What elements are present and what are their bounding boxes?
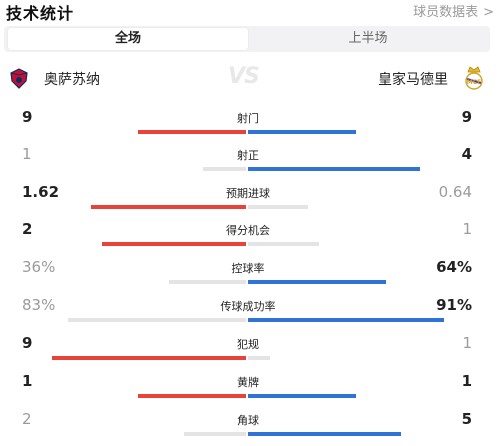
stat-label: 得分机会 xyxy=(226,224,270,237)
stat-label: 射门 xyxy=(237,112,259,125)
header: 技术统计 球员数据表 > xyxy=(0,0,500,24)
away-stat-bar xyxy=(248,242,319,246)
home-stat-value: 36% xyxy=(22,258,56,276)
stat-row: 9 射门 9 xyxy=(0,108,500,144)
home-stat-value: 2 xyxy=(22,410,32,428)
home-stat-bar xyxy=(169,280,246,284)
stat-label: 预期进球 xyxy=(226,187,270,200)
stat-label: 射正 xyxy=(237,149,259,162)
tab-full-match[interactable]: 全场 xyxy=(8,28,248,50)
away-stat-value: 1 xyxy=(462,334,472,352)
away-stat-value: 1 xyxy=(462,220,472,238)
vs-label: VS xyxy=(228,64,260,89)
home-stat-bar xyxy=(102,242,246,246)
stat-label: 黄牌 xyxy=(237,376,259,389)
tab-first-half[interactable]: 上半场 xyxy=(348,31,388,46)
player-stats-link[interactable]: 球员数据表 > xyxy=(413,1,494,20)
away-stat-value: 91% xyxy=(436,296,472,314)
away-stat-bar xyxy=(248,318,444,322)
page-title: 技术统计 xyxy=(6,4,75,23)
away-stat-value: 4 xyxy=(461,145,472,163)
home-stat-value: 9 xyxy=(22,108,33,126)
home-team-name: 奥萨苏纳 xyxy=(44,72,100,88)
away-stat-bar xyxy=(248,394,356,398)
stat-row: 83% 传球成功率 91% xyxy=(0,296,500,332)
home-stat-value: 1.62 xyxy=(22,183,60,201)
stat-row: 9 犯规 1 xyxy=(0,334,500,370)
away-stat-bar xyxy=(248,432,401,436)
stat-row: 1 射正 4 xyxy=(0,145,500,181)
stat-row: 2 得分机会 1 xyxy=(0,220,500,256)
away-stat-value: 9 xyxy=(461,108,472,126)
away-stat-bar xyxy=(248,167,420,171)
away-team-name: 皇家马德里 xyxy=(378,72,448,88)
stat-label: 角球 xyxy=(237,414,259,427)
away-stat-bar xyxy=(248,205,308,209)
home-stat-bar xyxy=(138,130,246,134)
teams-row: 奥萨苏纳 VS 皇家马德里 MCF xyxy=(0,62,500,94)
home-stat-bar xyxy=(52,356,246,360)
stat-label: 犯规 xyxy=(237,338,259,351)
away-stat-bar xyxy=(248,130,356,134)
osasuna-crest-icon xyxy=(10,68,28,89)
svg-text:MCF: MCF xyxy=(467,79,481,86)
away-stat-value: 64% xyxy=(436,258,472,276)
home-stat-value: 1 xyxy=(22,145,32,163)
real-madrid-crest-icon: MCF xyxy=(465,66,483,90)
home-stat-bar xyxy=(138,394,246,398)
home-stat-bar xyxy=(184,432,246,436)
home-stat-value: 1 xyxy=(22,372,33,390)
home-stat-value: 83% xyxy=(22,296,56,314)
home-stat-bar xyxy=(203,167,246,171)
away-stat-value: 5 xyxy=(461,410,472,428)
stat-label: 控球率 xyxy=(231,262,265,275)
away-stat-value: 0.64 xyxy=(438,183,472,201)
player-stats-link-label: 球员数据表 xyxy=(413,5,479,20)
stat-row: 1.62 预期进球 0.64 xyxy=(0,183,500,219)
period-tabs: 全场 上半场 xyxy=(4,26,490,52)
home-stat-bar xyxy=(68,318,246,322)
home-stat-value: 2 xyxy=(22,220,33,238)
away-stat-bar xyxy=(248,356,270,360)
home-stat-value: 9 xyxy=(22,334,33,352)
stat-row: 2 角球 5 xyxy=(0,410,500,446)
stat-row: 1 黄牌 1 xyxy=(0,372,500,408)
stat-row: 36% 控球率 64% xyxy=(0,258,500,294)
away-stat-bar xyxy=(248,280,386,284)
away-stat-value: 1 xyxy=(461,372,472,390)
stat-label: 传球成功率 xyxy=(220,300,276,313)
chevron-right-icon: > xyxy=(483,5,494,20)
home-stat-bar xyxy=(91,205,246,209)
